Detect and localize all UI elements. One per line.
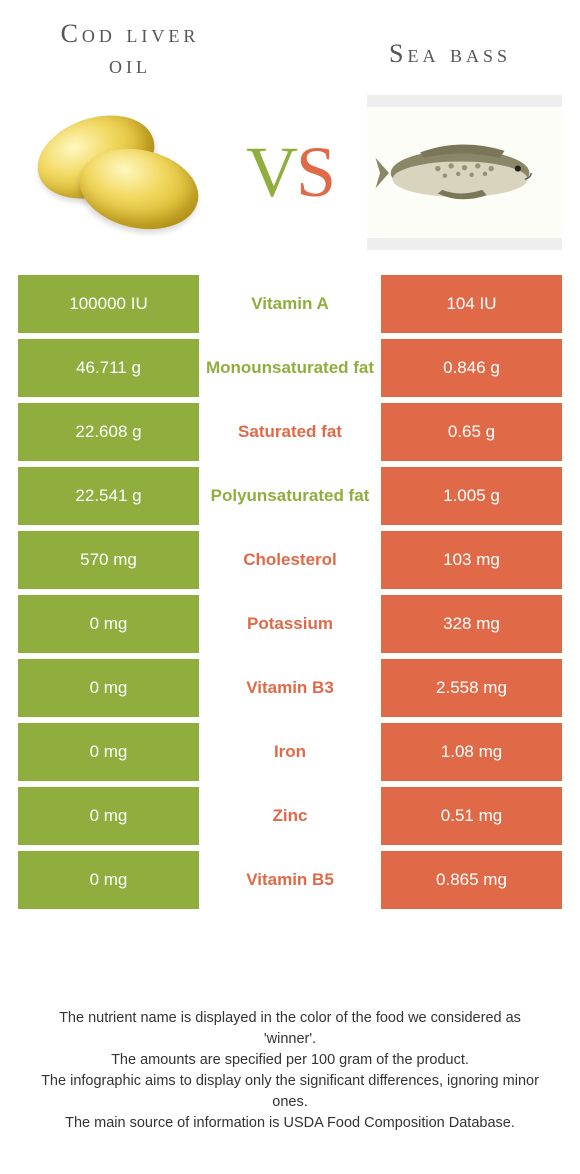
table-row: 100000 IUVitamin A104 IU	[18, 275, 562, 333]
table-row: 0 mgVitamin B32.558 mg	[18, 659, 562, 717]
right-value-cell: 1.08 mg	[381, 723, 562, 781]
right-value-cell: 1.005 g	[381, 467, 562, 525]
left-item-image	[18, 95, 213, 250]
left-value-cell: 0 mg	[18, 723, 199, 781]
left-title-line2: oil	[109, 50, 151, 79]
capsules-icon	[31, 108, 201, 238]
nutrient-name-cell: Vitamin A	[199, 275, 381, 333]
header: Cod liver oil Sea bass	[0, 0, 580, 80]
vs-label: VS	[246, 131, 334, 214]
nutrient-name-cell: Saturated fat	[199, 403, 381, 461]
left-value-cell: 22.541 g	[18, 467, 199, 525]
footer-line4: The main source of information is USDA F…	[38, 1113, 542, 1134]
vs-s: S	[296, 132, 334, 212]
nutrient-name-cell: Vitamin B3	[199, 659, 381, 717]
left-value-cell: 0 mg	[18, 595, 199, 653]
vs-v: V	[246, 132, 296, 212]
footer-notes: The nutrient name is displayed in the co…	[0, 1008, 580, 1134]
fish-icon	[372, 133, 557, 213]
right-item-image	[367, 95, 562, 250]
table-row: 0 mgIron1.08 mg	[18, 723, 562, 781]
nutrient-name-cell: Zinc	[199, 787, 381, 845]
left-value-cell: 100000 IU	[18, 275, 199, 333]
right-value-cell: 328 mg	[381, 595, 562, 653]
table-row: 46.711 gMonounsaturated fat0.846 g	[18, 339, 562, 397]
left-item-title: Cod liver oil	[30, 18, 230, 80]
footer-line1: The nutrient name is displayed in the co…	[38, 1008, 542, 1050]
nutrient-name-cell: Iron	[199, 723, 381, 781]
right-value-cell: 0.865 mg	[381, 851, 562, 909]
nutrient-name-cell: Vitamin B5	[199, 851, 381, 909]
right-item-title: Sea bass	[350, 18, 550, 69]
table-row: 22.541 gPolyunsaturated fat1.005 g	[18, 467, 562, 525]
table-row: 0 mgZinc0.51 mg	[18, 787, 562, 845]
nutrient-name-cell: Cholesterol	[199, 531, 381, 589]
table-row: 0 mgVitamin B50.865 mg	[18, 851, 562, 909]
nutrient-name-cell: Polyunsaturated fat	[199, 467, 381, 525]
right-value-cell: 0.846 g	[381, 339, 562, 397]
images-row: VS	[0, 80, 580, 275]
footer-line3: The infographic aims to display only the…	[38, 1071, 542, 1113]
left-title-line1: Cod liver	[61, 19, 200, 48]
right-value-cell: 0.51 mg	[381, 787, 562, 845]
right-value-cell: 104 IU	[381, 275, 562, 333]
left-value-cell: 0 mg	[18, 787, 199, 845]
right-value-cell: 103 mg	[381, 531, 562, 589]
right-title: Sea bass	[389, 39, 511, 68]
left-value-cell: 570 mg	[18, 531, 199, 589]
table-row: 570 mgCholesterol103 mg	[18, 531, 562, 589]
right-value-cell: 0.65 g	[381, 403, 562, 461]
right-value-cell: 2.558 mg	[381, 659, 562, 717]
nutrient-name-cell: Monounsaturated fat	[199, 339, 381, 397]
left-value-cell: 22.608 g	[18, 403, 199, 461]
left-value-cell: 46.711 g	[18, 339, 199, 397]
table-row: 22.608 gSaturated fat0.65 g	[18, 403, 562, 461]
nutrient-table: 100000 IUVitamin A104 IU 46.711 gMonounsa…	[18, 275, 562, 909]
footer-line2: The amounts are specified per 100 gram o…	[38, 1050, 542, 1071]
nutrient-name-cell: Potassium	[199, 595, 381, 653]
left-value-cell: 0 mg	[18, 659, 199, 717]
left-value-cell: 0 mg	[18, 851, 199, 909]
table-row: 0 mgPotassium328 mg	[18, 595, 562, 653]
